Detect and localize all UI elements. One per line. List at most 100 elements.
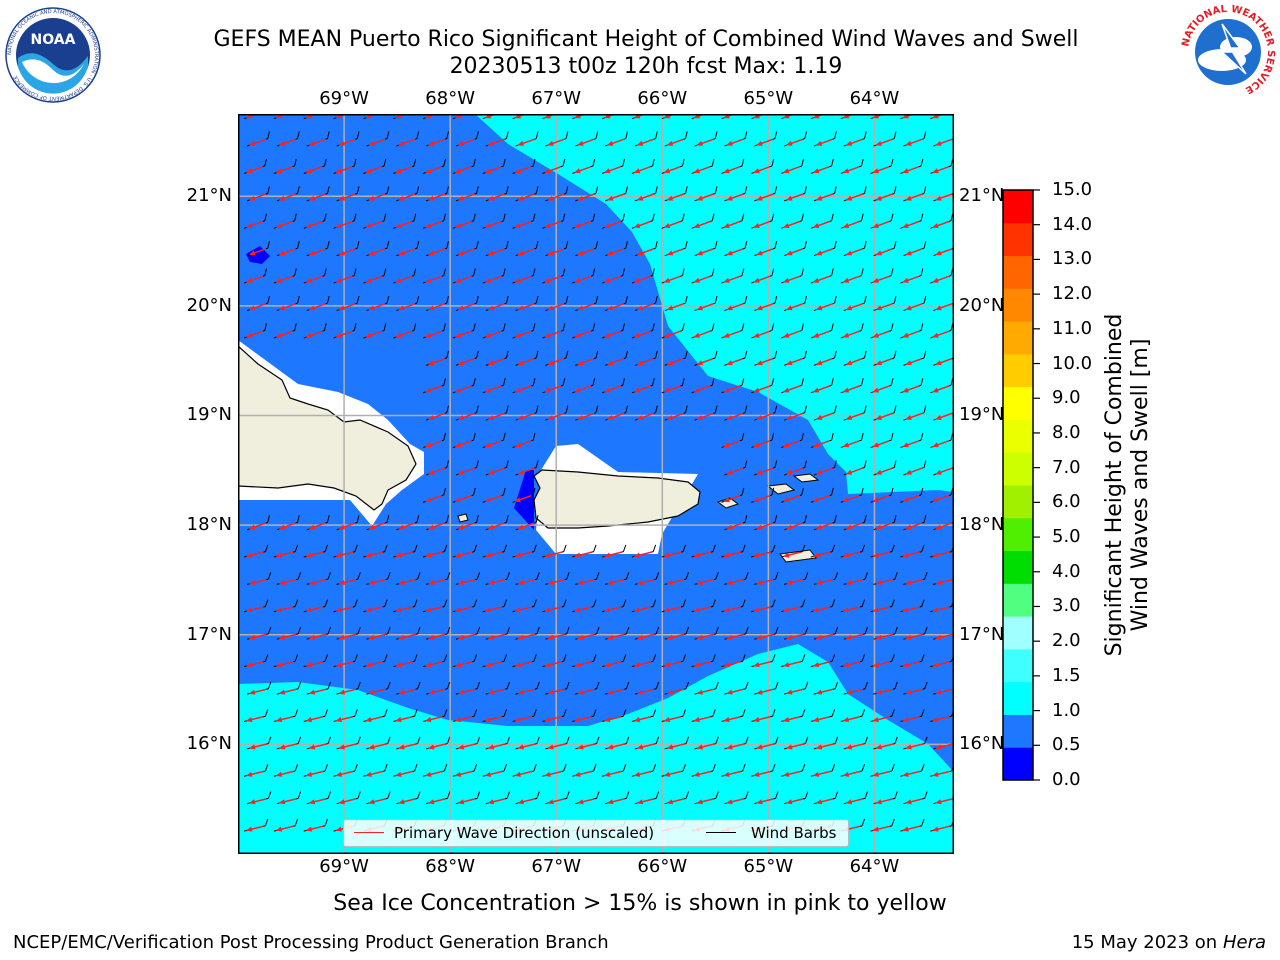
wave-arrow-head (428, 195, 435, 201)
wave-arrow-head (544, 552, 551, 558)
wave-arrow (691, 654, 716, 668)
colorbar-tick-label: 1.0 (1052, 699, 1081, 721)
wave-arrow (482, 709, 508, 723)
wave-arrow-head (308, 305, 316, 311)
wave-arrow (900, 378, 924, 394)
wave-arrow (512, 213, 536, 229)
wave-arrow (425, 186, 449, 202)
wave-arrow-head (842, 387, 850, 393)
wave-arrow (306, 131, 330, 147)
latitude-label: 18°N (186, 514, 232, 536)
wave-arrow (783, 405, 807, 421)
wave-arrow (425, 515, 449, 531)
wave-arrow (393, 654, 418, 668)
wave-arrow (572, 378, 596, 394)
wave-arrow-head (845, 195, 853, 201)
wave-arrow (306, 736, 332, 750)
wave-arrow (634, 736, 660, 750)
wave-arrow (366, 515, 390, 531)
wave-arrow (393, 158, 417, 174)
wave-direction-arrows (243, 114, 954, 832)
wave-arrow (873, 295, 897, 312)
wave-arrow-head (663, 277, 671, 283)
hispaniola-land (238, 345, 417, 511)
wave-arrow-head (663, 662, 671, 668)
wave-arrow-head (663, 223, 671, 228)
wave-arrow (515, 572, 540, 585)
wave-arrow (306, 186, 330, 202)
wave-arrow (694, 572, 719, 585)
wave-arrow (634, 626, 660, 640)
wave-arrow-head (726, 415, 733, 420)
wave-arrow (515, 460, 539, 476)
wave-arrow (840, 544, 866, 558)
wave-arrow-head (398, 305, 405, 311)
wave-arrow (873, 405, 897, 421)
wave-arrow-head (696, 689, 703, 695)
wave-arrow (333, 599, 358, 613)
wave-arrow-head (514, 607, 521, 613)
colorbar-band (1003, 190, 1033, 224)
wave-arrow-head (487, 415, 495, 420)
wave-arrow (485, 515, 509, 531)
wave-arrow (754, 515, 778, 531)
wave-arrow (482, 544, 508, 558)
wave-arrow-head (935, 689, 942, 695)
wave-arrow (810, 268, 834, 284)
wave-arrow-head (726, 524, 733, 530)
wave-arrow (575, 241, 599, 257)
wave-arrow-head (753, 277, 760, 283)
wave-arrow-head (275, 223, 283, 228)
wave-arrow-head (902, 497, 909, 503)
wave-arrow (780, 487, 804, 503)
wave-arrow-head (425, 223, 432, 228)
wave-arrow (721, 378, 745, 394)
wave-arrow-head (812, 387, 820, 393)
wave-arrow (273, 323, 297, 339)
wave-arrow-head (872, 552, 879, 558)
wave-arrow (572, 544, 597, 558)
wave-arrow-head (338, 689, 345, 695)
wave-arrow (545, 681, 570, 695)
wave-arrow-head (842, 497, 850, 503)
wave-arrow-head (547, 360, 554, 366)
wave-arrow (604, 736, 630, 750)
wave-arrow (276, 791, 302, 805)
wave-arrow (933, 626, 954, 640)
wave-arrow-head (487, 524, 495, 530)
wave-arrow-head (457, 469, 465, 475)
wave-arrow (452, 323, 476, 339)
wave-arrow-head (872, 442, 880, 448)
wave-arrow (840, 654, 866, 668)
wave-arrow-head (783, 717, 790, 723)
wave-arrow-head (932, 826, 939, 832)
wave-arrow-head (457, 360, 465, 366)
wave-arrow-head (633, 168, 641, 174)
wave-arrow (333, 654, 358, 668)
colorbar-band (1003, 747, 1033, 781)
wave-arrow-head (666, 305, 674, 311)
wave-arrow (694, 791, 719, 805)
wave-arrow-head (723, 662, 730, 668)
wave-arrow-head (607, 744, 614, 750)
latitude-label: 18°N (959, 514, 1005, 536)
wave-arrow-head (932, 277, 939, 283)
wave-arrow (542, 158, 566, 174)
wave-arrow-head (812, 607, 820, 613)
wave-arrow (903, 572, 928, 585)
wave-arrow (542, 268, 566, 284)
wave-arrow-head (517, 140, 525, 146)
wave-arrow-head (905, 469, 912, 475)
wave-arrow (485, 131, 509, 147)
wave-arrow-head (663, 717, 671, 723)
wave-arrow-head (428, 689, 435, 695)
wave-arrow (903, 405, 927, 421)
wave-arrow-head (872, 771, 879, 777)
wave-arrow (840, 378, 864, 394)
wave-arrow-head (815, 195, 823, 201)
wave-arrow (870, 158, 894, 174)
wave-arrow-head (335, 332, 343, 338)
wave-arrow (933, 681, 954, 695)
wave-arrow (843, 681, 869, 695)
wave-arrow-head (547, 140, 554, 146)
